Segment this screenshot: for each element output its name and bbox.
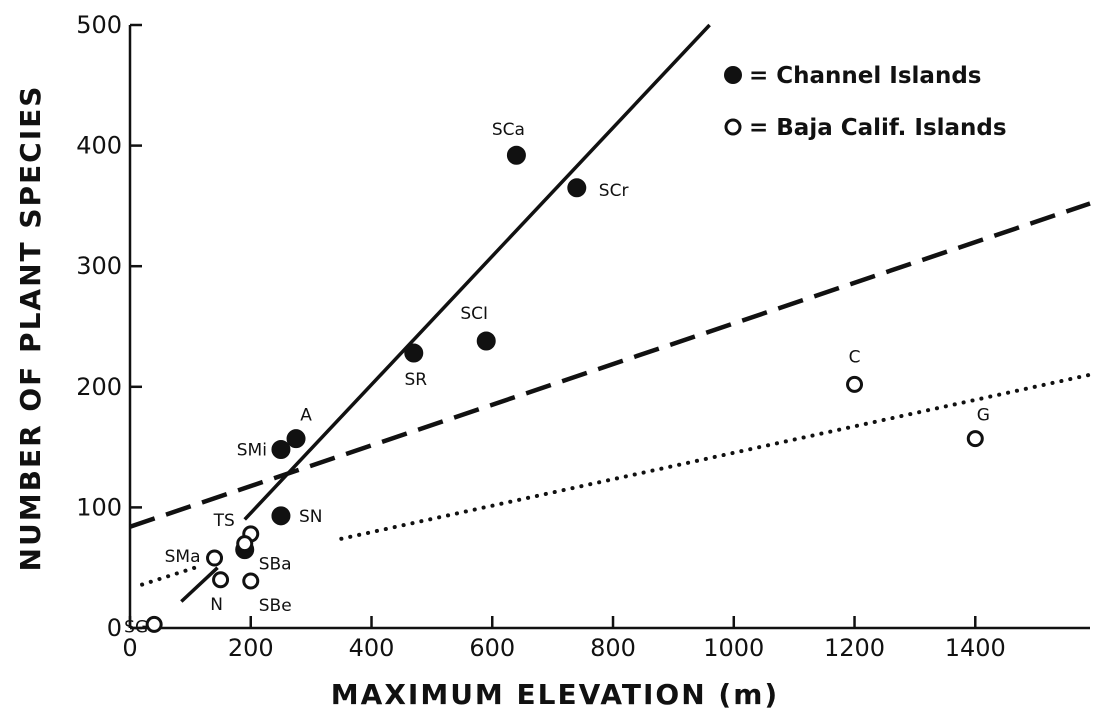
y-tick-label: 300 xyxy=(76,252,122,280)
x-tick-label: 1000 xyxy=(703,634,764,662)
solid-regression-line xyxy=(180,566,219,603)
point-label: SG xyxy=(124,617,148,637)
channel-island-point xyxy=(476,331,496,351)
y-tick-label: 400 xyxy=(76,132,122,160)
point-label: SR xyxy=(404,370,427,390)
baja-island-point xyxy=(242,572,260,590)
data-points xyxy=(145,145,984,633)
dotted-regression-line xyxy=(339,372,1092,541)
regression-lines xyxy=(129,23,1092,603)
baja-island-point xyxy=(206,549,224,567)
baja-island-point xyxy=(846,375,864,393)
filled-circle-icon xyxy=(724,66,742,84)
point-label: N xyxy=(210,595,223,615)
y-tick-label: 100 xyxy=(76,493,122,521)
point-label: SMi xyxy=(237,441,267,461)
point-label: SBa xyxy=(259,555,292,575)
x-tick-label: 200 xyxy=(228,634,274,662)
point-label: SBe xyxy=(259,596,292,616)
solid-regression-line xyxy=(243,23,711,521)
point-label: TS xyxy=(213,511,235,531)
y-tick-label: 200 xyxy=(76,373,122,401)
legend-baja-islands: = Baja Calif. Islands xyxy=(749,115,1007,141)
channel-island-point xyxy=(567,178,587,198)
y-tick-label: 500 xyxy=(76,11,122,39)
point-label: A xyxy=(300,406,312,426)
baja-island-point xyxy=(966,430,984,448)
channel-island-point xyxy=(286,429,306,449)
point-label: G xyxy=(977,406,990,426)
open-circle-icon xyxy=(724,118,742,136)
channel-island-point xyxy=(271,506,291,526)
point-label: C xyxy=(849,347,861,367)
legend: = Channel Islands = Baja Calif. Islands xyxy=(724,63,1007,141)
x-tick-label: 400 xyxy=(349,634,395,662)
chart-axes: 0 200 400 600 800 1000 1200 1400 0 100 200 300 400 50… xyxy=(76,11,1090,662)
legend-channel-islands: = Channel Islands xyxy=(749,63,981,89)
point-label: SCa xyxy=(492,120,525,140)
baja-island-point xyxy=(212,571,230,589)
x-axis-title: MAXIMUM ELEVATION (m) xyxy=(331,678,779,711)
point-label: SMa xyxy=(165,547,201,567)
x-tick-label: 0 xyxy=(122,634,137,662)
channel-island-point xyxy=(404,343,424,363)
point-label: SN xyxy=(299,507,323,527)
y-axis-title: NUMBER OF PLANT SPECIES xyxy=(14,85,47,572)
channel-island-point xyxy=(271,440,291,460)
channel-island-point xyxy=(506,145,526,165)
dashed-regression-line xyxy=(129,201,1091,529)
x-tick-label: 800 xyxy=(590,634,636,662)
dotted-regression-line xyxy=(140,563,205,587)
data-point-labels: SCa SCr SCI SR A SMi SN SBa C G TS SMa N SBe SG xyxy=(124,120,990,637)
baja-island-point xyxy=(236,535,254,553)
y-tick-label: 0 xyxy=(107,614,122,642)
point-label: SCI xyxy=(460,304,488,324)
x-tick-label: 1200 xyxy=(824,634,885,662)
x-tick-label: 600 xyxy=(469,634,515,662)
baja-island-point xyxy=(145,615,163,633)
point-label: SCr xyxy=(599,181,629,201)
x-tick-label: 1400 xyxy=(945,634,1006,662)
